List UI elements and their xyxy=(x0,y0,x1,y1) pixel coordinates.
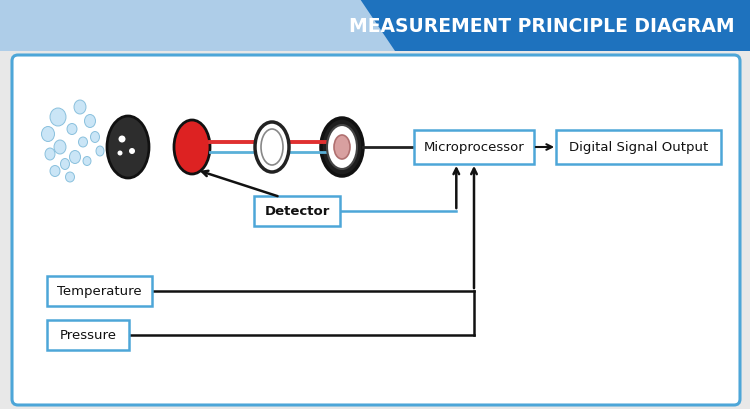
FancyBboxPatch shape xyxy=(47,320,129,350)
Ellipse shape xyxy=(174,121,210,175)
Text: Temperature: Temperature xyxy=(57,285,142,298)
Ellipse shape xyxy=(129,148,135,155)
Ellipse shape xyxy=(96,147,104,157)
FancyBboxPatch shape xyxy=(254,196,340,227)
Bar xyxy=(0,0,750,52)
Ellipse shape xyxy=(67,124,77,135)
Ellipse shape xyxy=(327,126,357,170)
Text: Pressure: Pressure xyxy=(59,329,116,342)
Ellipse shape xyxy=(70,151,80,164)
FancyBboxPatch shape xyxy=(414,131,534,164)
Ellipse shape xyxy=(50,109,66,127)
FancyBboxPatch shape xyxy=(556,131,721,164)
Ellipse shape xyxy=(74,101,86,115)
Ellipse shape xyxy=(45,148,55,161)
Ellipse shape xyxy=(83,157,91,166)
Ellipse shape xyxy=(107,117,149,179)
Ellipse shape xyxy=(255,123,289,173)
Ellipse shape xyxy=(41,127,55,142)
Ellipse shape xyxy=(118,151,122,156)
Ellipse shape xyxy=(50,166,60,177)
Ellipse shape xyxy=(118,136,125,143)
Text: Microprocessor: Microprocessor xyxy=(424,141,524,154)
Ellipse shape xyxy=(334,136,350,160)
Ellipse shape xyxy=(261,130,283,166)
FancyBboxPatch shape xyxy=(12,56,740,405)
Ellipse shape xyxy=(54,141,66,155)
Ellipse shape xyxy=(321,119,363,177)
Polygon shape xyxy=(360,0,750,52)
Text: Detector: Detector xyxy=(264,205,330,218)
Ellipse shape xyxy=(61,159,70,170)
Text: MEASUREMENT PRINCIPLE DIAGRAM: MEASUREMENT PRINCIPLE DIAGRAM xyxy=(350,16,735,36)
Ellipse shape xyxy=(91,132,100,143)
Ellipse shape xyxy=(79,138,88,148)
FancyBboxPatch shape xyxy=(47,276,152,306)
Text: Digital Signal Output: Digital Signal Output xyxy=(568,141,708,154)
Ellipse shape xyxy=(85,115,95,128)
Ellipse shape xyxy=(65,173,74,182)
